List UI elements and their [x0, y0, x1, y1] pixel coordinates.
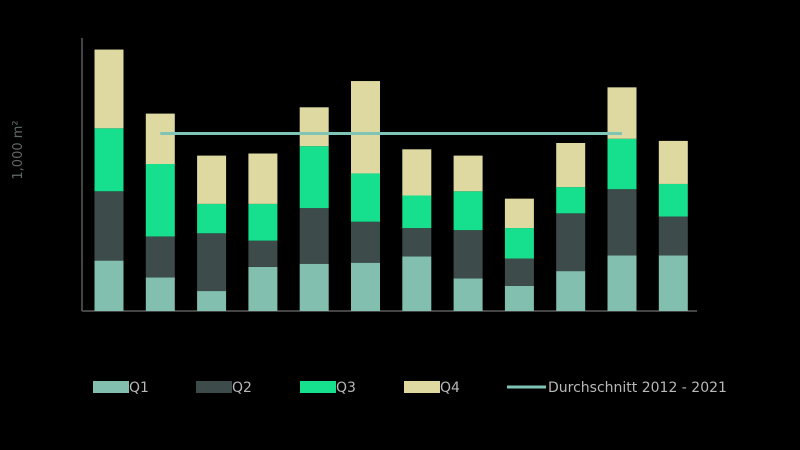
legend-label-q2: Q2: [232, 380, 252, 396]
y-axis-label: 1,000 m²: [11, 120, 26, 179]
bar-segment-q1-5: [299, 263, 329, 311]
legend-label-q1: Q1: [129, 380, 149, 396]
legend: Q1 Q2 Q3 Q4 Durchschnitt 2012 - 2021: [93, 380, 727, 396]
bar-segment-q2-6: [351, 221, 380, 263]
bar-segment-q3-6: [351, 173, 380, 222]
bar-segment-q1-2: [145, 277, 175, 311]
bar-segment-q2-1: [94, 191, 124, 261]
bars: [94, 49, 688, 311]
bar-segment-q3-10: [556, 187, 586, 214]
bar-segment-q3-2: [145, 164, 175, 237]
bar-segment-q2-3: [197, 233, 227, 292]
bar-segment-q4-2: [145, 113, 175, 164]
axes: [81, 38, 697, 312]
bar-segment-q2-9: [504, 258, 534, 286]
bar-segment-q2-12: [658, 216, 688, 256]
bar-segment-q4-1: [94, 49, 124, 129]
bar-segment-q3-11: [607, 138, 637, 190]
bar-segment-q2-11: [607, 189, 637, 256]
bar-segment-q1-8: [453, 278, 483, 311]
bar-segment-q1-1: [94, 260, 124, 311]
bar-segment-q1-10: [556, 271, 586, 311]
legend-label-q3: Q3: [336, 380, 356, 396]
bar-segment-q4-12: [658, 140, 688, 184]
bar-segment-q4-3: [197, 155, 227, 204]
bar-segment-q2-8: [453, 230, 483, 279]
bar-segment-q1-12: [658, 255, 688, 311]
bar-segment-q4-8: [453, 155, 483, 192]
bar-segment-q2-5: [299, 208, 329, 264]
legend-swatch-q3: [300, 381, 336, 393]
bar-segment-q3-7: [402, 195, 432, 229]
bar-segment-q3-9: [504, 228, 534, 259]
bar-segment-q4-6: [351, 81, 380, 174]
bar-segment-q4-10: [556, 143, 586, 188]
bar-segment-q3-1: [94, 128, 124, 192]
legend-swatch-q2: [196, 381, 232, 393]
bar-segment-q4-5: [299, 107, 329, 147]
bar-segment-q1-6: [351, 262, 380, 311]
legend-label-q4: Q4: [440, 380, 460, 396]
bar-segment-q1-3: [197, 291, 227, 311]
bar-segment-q4-11: [607, 87, 637, 139]
bar-segment-q1-11: [607, 255, 637, 311]
bar-segment-q4-9: [504, 198, 534, 229]
bar-segment-q3-12: [658, 183, 688, 217]
bar-segment-q4-7: [402, 149, 432, 196]
bar-segment-q2-2: [145, 236, 175, 278]
legend-swatch-q1: [93, 381, 129, 393]
bar-segment-q1-7: [402, 256, 432, 311]
legend-swatch-q4: [404, 381, 440, 393]
bar-segment-q2-7: [402, 228, 432, 257]
bar-segment-q1-4: [248, 266, 278, 311]
bar-segment-q2-10: [556, 213, 586, 272]
bar-segment-q3-4: [248, 203, 278, 241]
bar-segment-q2-4: [248, 240, 278, 267]
legend-label-average: Durchschnitt 2012 - 2021: [548, 380, 727, 396]
bar-segment-q3-8: [453, 191, 483, 231]
bar-segment-q1-9: [504, 285, 534, 311]
bar-segment-q3-5: [299, 146, 329, 209]
bar-segment-q3-3: [197, 203, 227, 234]
bar-segment-q4-4: [248, 153, 278, 204]
